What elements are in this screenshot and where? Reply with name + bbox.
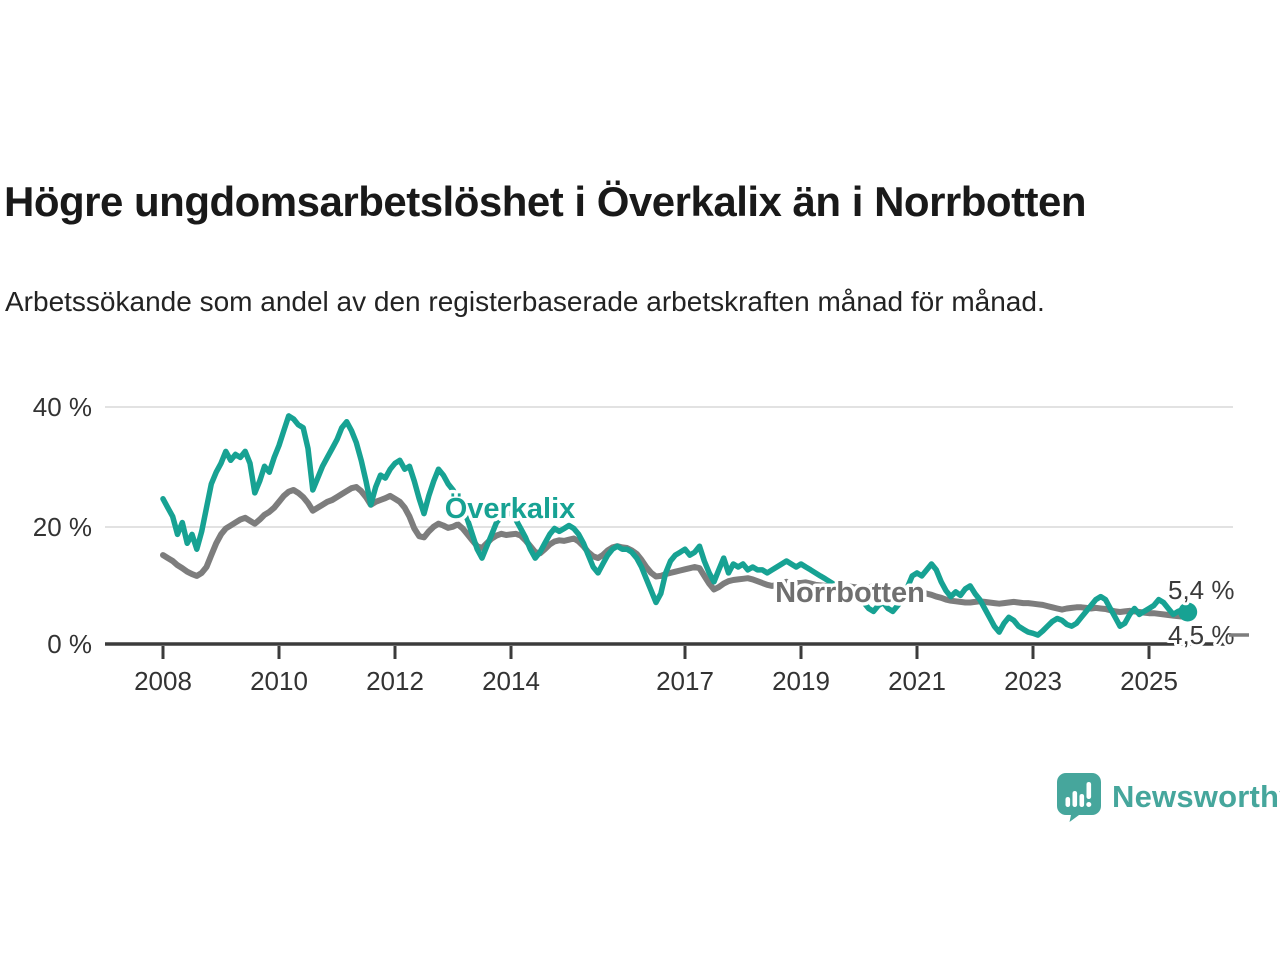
x-tick-label: 2021 [888, 666, 946, 696]
x-tick-label: 2008 [134, 666, 192, 696]
overkalix-series-label: Överkalix [445, 492, 576, 525]
x-tick-label: 2023 [1004, 666, 1062, 696]
overkalix-line [160, 413, 1191, 638]
newsworthy-logo: Newsworthy [1056, 772, 1280, 822]
y-tick-label-20: 20 % [33, 512, 92, 542]
x-axis-labels: 2008 2010 2012 2014 2017 2019 2021 2023 … [134, 666, 1178, 696]
overkalix-end-dot [1178, 602, 1198, 622]
newsworthy-bubble-chart-icon [1057, 773, 1101, 822]
x-tick-label: 2017 [656, 666, 714, 696]
x-tick-label: 2019 [772, 666, 830, 696]
brand-name: Newsworthy [1112, 779, 1280, 814]
page-title: Högre ungdomsarbetslöshet i Överkalix än… [4, 178, 1087, 226]
x-tick-label: 2012 [366, 666, 424, 696]
y-tick-label-0: 0 % [47, 629, 92, 659]
x-tick-label: 2010 [250, 666, 308, 696]
y-tick-label-40: 40 % [33, 392, 92, 422]
chart-subtitle: Arbetssökande som andel av den registerb… [5, 286, 1045, 317]
speech-bubble-shape [1057, 773, 1101, 822]
x-axis-ticks [161, 646, 1151, 659]
norrbotten-line [160, 484, 1191, 621]
overkalix-end-value-label: 5,4 % [1168, 575, 1235, 605]
bar-chart-glyph [1065, 782, 1092, 807]
x-tick-label: 2025 [1120, 666, 1178, 696]
x-tick-label: 2014 [482, 666, 540, 696]
norrbotten-series-label: Norrbotten [775, 577, 925, 609]
norrbotten-end-value-label: 4,5 % [1168, 620, 1235, 650]
